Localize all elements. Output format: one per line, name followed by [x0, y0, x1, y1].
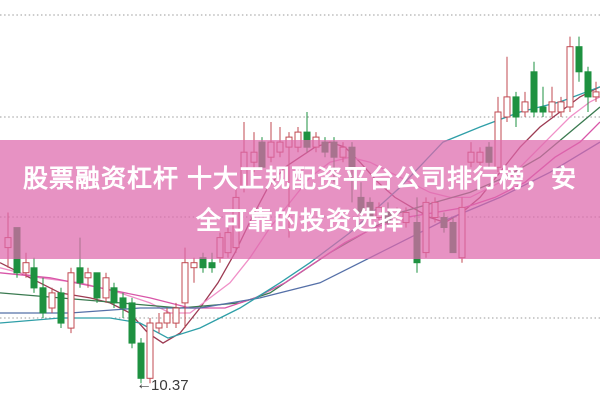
- low-price-value: 10.37: [151, 376, 189, 394]
- promo-banner-overlay: 股票融资杠杆 十大正规配资平台公司排行榜，安 全可靠的投资选择: [0, 140, 600, 259]
- promo-banner-line2: 全可靠的投资选择: [195, 206, 404, 235]
- promo-banner-line1: 股票融资杠杆 十大正规配资平台公司排行榜，安: [23, 164, 577, 193]
- left-arrow-icon: ←: [136, 376, 152, 393]
- low-price-annotation: ← 10.37: [136, 376, 189, 394]
